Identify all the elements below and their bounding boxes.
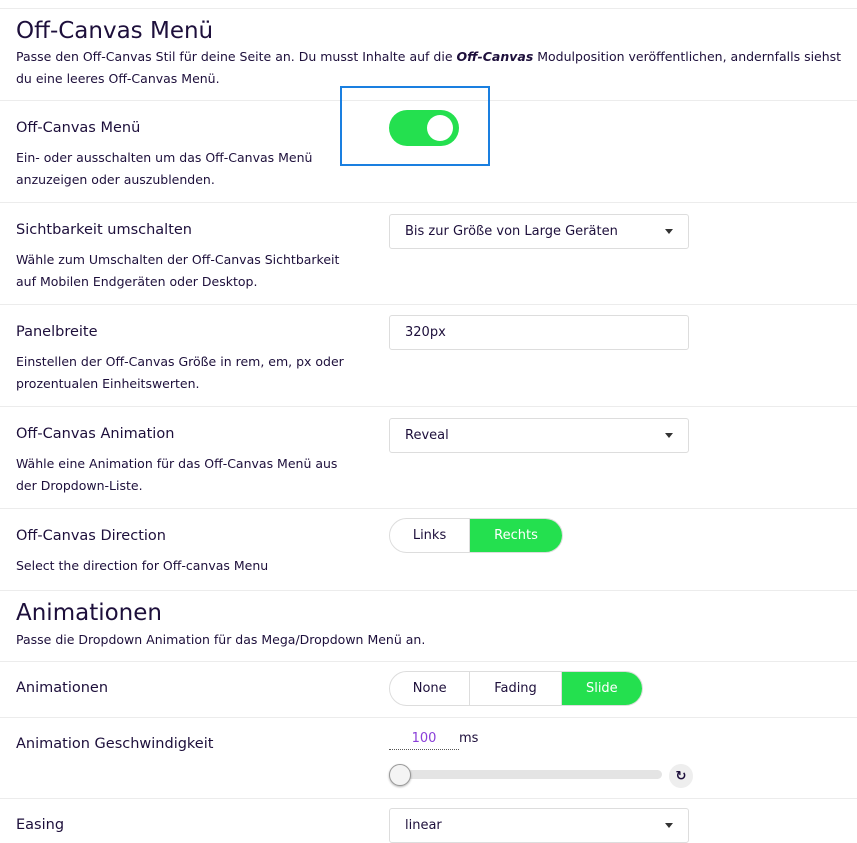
offcanvas-enable-label: Off-Canvas Menü xyxy=(16,120,141,136)
direction-label: Off-Canvas Direction xyxy=(16,528,166,544)
panel-width-label: Panelbreite xyxy=(16,324,98,340)
direction-help: Select the direction for Off-canvas Menu xyxy=(16,558,269,573)
visibility-select[interactable]: Bis zur Größe von Large Geräten xyxy=(389,214,689,249)
direction-links[interactable]: Links xyxy=(390,519,471,552)
speed-input[interactable]: 100 xyxy=(389,731,459,750)
divider xyxy=(0,590,857,591)
animations-segmented: None Fading Slide xyxy=(389,671,643,706)
animation-label: Off-Canvas Animation xyxy=(16,426,175,442)
animation-slide[interactable]: Slide xyxy=(561,672,642,705)
visibility-label: Sichtbarkeit umschalten xyxy=(16,222,192,238)
direction-segmented: Links Rechts xyxy=(389,518,563,553)
offcanvas-toggle[interactable] xyxy=(389,110,459,146)
divider xyxy=(0,661,857,662)
divider xyxy=(0,304,857,305)
animations-label: Animationen xyxy=(16,680,109,696)
panel-width-input[interactable]: 320px xyxy=(389,315,689,350)
easing-value: linear xyxy=(405,818,442,833)
animation-help: Wähle eine Animation für das Off-Canvas … xyxy=(16,456,338,493)
easing-select[interactable]: linear xyxy=(389,808,689,843)
speed-unit: ms xyxy=(459,731,479,746)
divider xyxy=(0,717,857,718)
speed-label: Animation Geschwindigkeit xyxy=(16,736,214,752)
section-title: Off-Canvas Menü xyxy=(16,18,214,44)
animation-value: Reveal xyxy=(405,428,449,443)
divider xyxy=(0,8,857,9)
animation-fading[interactable]: Fading xyxy=(470,672,562,705)
divider xyxy=(0,100,857,101)
offcanvas-enable-help: Ein- oder ausschalten um das Off-Canvas … xyxy=(16,150,313,187)
divider xyxy=(0,202,857,203)
panel-width-help: Einstellen der Off-Canvas Größe in rem, … xyxy=(16,354,344,391)
animation-none[interactable]: None xyxy=(390,672,471,705)
reset-icon[interactable]: ↻ xyxy=(669,764,693,788)
speed-slider-handle[interactable] xyxy=(389,764,411,786)
animation-select[interactable]: Reveal xyxy=(389,418,689,453)
caret-down-icon xyxy=(665,433,673,438)
toggle-knob xyxy=(427,115,453,141)
easing-label: Easing xyxy=(16,817,65,833)
divider xyxy=(0,508,857,509)
visibility-value: Bis zur Größe von Large Geräten xyxy=(405,224,618,239)
section-description: Passe den Off-Canvas Stil für deine Seit… xyxy=(16,49,842,86)
focus-highlight xyxy=(340,86,490,166)
section-description: Passe die Dropdown Animation für das Meg… xyxy=(16,632,426,647)
speed-slider-track[interactable] xyxy=(392,770,662,779)
section-title: Animationen xyxy=(16,600,162,626)
divider xyxy=(0,798,857,799)
visibility-help: Wähle zum Umschalten der Off-Canvas Sich… xyxy=(16,252,340,289)
direction-rechts[interactable]: Rechts xyxy=(470,519,562,552)
panel-width-value: 320px xyxy=(405,325,446,340)
caret-down-icon xyxy=(665,229,673,234)
divider xyxy=(0,406,857,407)
caret-down-icon xyxy=(665,823,673,828)
